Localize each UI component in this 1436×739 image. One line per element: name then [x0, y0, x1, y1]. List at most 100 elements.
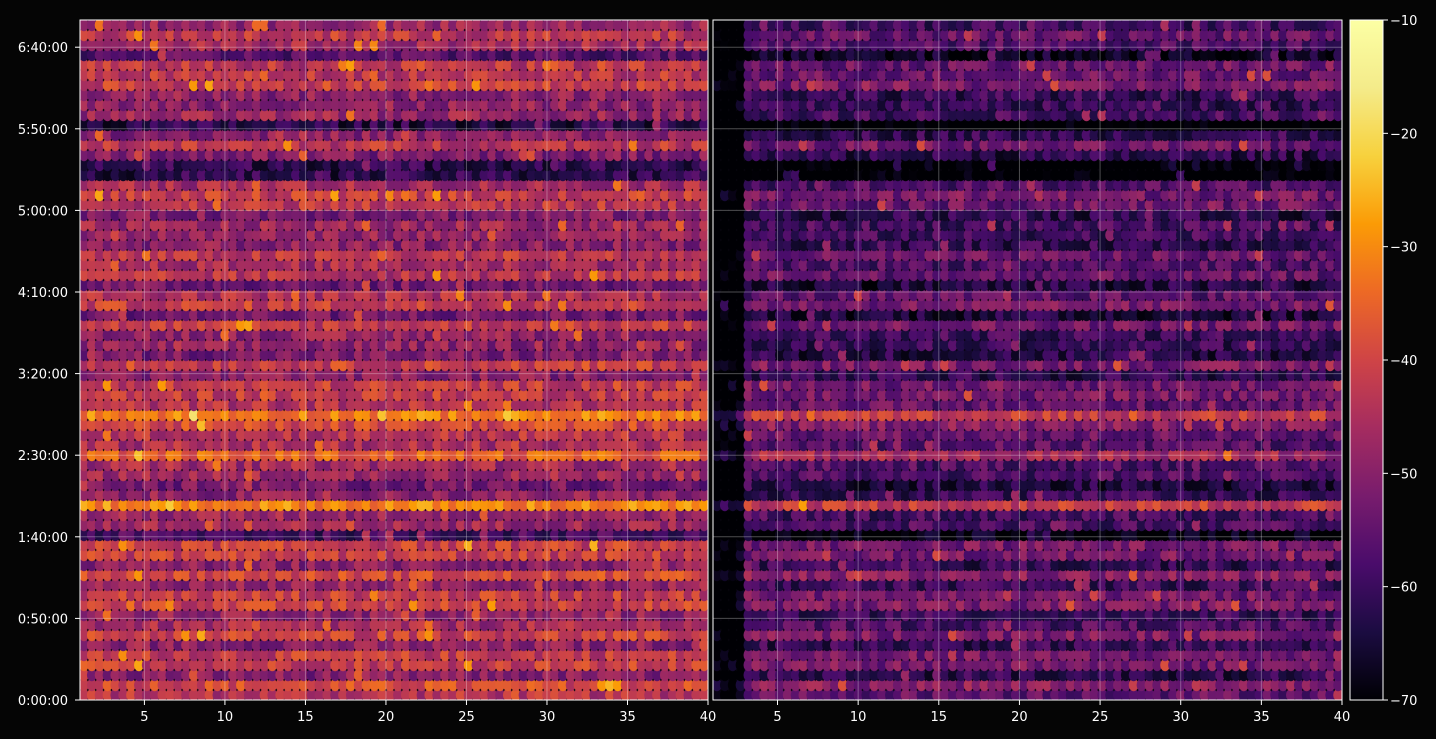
- heatmap-cell: [291, 668, 301, 682]
- heatmap-cell: [605, 598, 615, 612]
- heatmap-cell: [400, 598, 411, 612]
- heatmap-cell: [636, 478, 647, 492]
- heatmap-cell: [518, 628, 529, 642]
- heatmap-cell: [330, 668, 340, 682]
- heatmap-cell: [220, 628, 231, 642]
- heatmap-cell: [534, 558, 545, 572]
- heatmap-cell: [502, 518, 513, 532]
- heatmap-cell: [314, 658, 325, 672]
- heatmap-cell: [110, 648, 121, 662]
- heatmap-cell: [471, 668, 482, 682]
- heatmap-cell: [510, 598, 521, 612]
- heatmap-cell: [345, 598, 356, 612]
- heatmap-cell: [220, 598, 231, 612]
- heatmap-cell: [157, 588, 168, 602]
- heatmap-cell: [267, 588, 278, 602]
- heatmap-cell: [298, 598, 309, 612]
- heatmap-cell: [463, 468, 474, 482]
- heatmap-cell: [487, 688, 497, 700]
- heatmap-cell: [196, 538, 207, 552]
- heatmap-cell: [149, 588, 160, 602]
- heatmap-cell: [534, 678, 545, 692]
- heatmap-cell: [330, 598, 340, 612]
- heatmap-cell: [102, 588, 113, 602]
- heatmap-cell: [141, 628, 152, 642]
- heatmap-cell: [471, 568, 482, 582]
- heatmap-cell: [259, 528, 270, 542]
- heatmap-cell: [455, 628, 466, 642]
- heatmap-cell: [377, 578, 388, 592]
- heatmap-cell: [298, 488, 309, 502]
- heatmap-cell: [298, 608, 309, 622]
- heatmap-cell: [479, 508, 490, 522]
- heatmap-cell: [165, 558, 176, 572]
- heatmap-cell: [534, 628, 545, 642]
- heatmap-cell: [361, 518, 372, 532]
- heatmap-cell: [479, 678, 490, 692]
- heatmap-cell: [134, 608, 144, 622]
- heatmap-cell: [581, 468, 592, 482]
- heatmap-cell: [455, 498, 466, 512]
- heatmap-cell: [432, 568, 443, 582]
- heatmap-cell: [518, 608, 529, 622]
- heatmap-cell: [495, 478, 505, 492]
- heatmap-cell: [181, 618, 191, 632]
- heatmap-cell: [393, 528, 403, 542]
- heatmap-cell: [243, 608, 254, 622]
- heatmap-cell: [251, 508, 262, 522]
- heatmap-cell: [628, 538, 639, 552]
- heatmap-cell: [526, 518, 537, 532]
- heatmap-cell: [118, 588, 129, 602]
- heatmap-cell: [597, 548, 607, 562]
- heatmap-cell: [149, 488, 160, 502]
- heatmap-cell: [188, 598, 199, 612]
- heatmap-cell: [644, 538, 654, 552]
- heatmap-cell: [188, 688, 199, 700]
- heatmap-cell: [636, 518, 647, 532]
- heatmap-cell: [188, 658, 199, 672]
- heatmap-cell: [675, 578, 686, 592]
- heatmap-cell: [283, 548, 293, 562]
- heatmap-cell: [314, 468, 325, 482]
- heatmap-cell: [620, 618, 631, 632]
- heatmap-cell: [275, 548, 286, 562]
- heatmap-cell: [518, 488, 529, 502]
- heatmap-cell: [188, 558, 199, 572]
- heatmap-cell: [699, 608, 708, 622]
- heatmap-cell: [251, 638, 262, 652]
- heatmap-cell: [149, 478, 160, 492]
- heatmap-cell: [212, 688, 223, 700]
- heatmap-cell: [298, 648, 309, 662]
- heatmap-cell: [377, 678, 388, 692]
- heatmap-cell: [526, 468, 537, 482]
- heatmap-cell: [220, 518, 231, 532]
- heatmap-cell: [181, 578, 191, 592]
- heatmap-cell: [80, 518, 89, 532]
- heatmap-cell: [495, 538, 505, 552]
- heatmap-cell: [322, 568, 333, 582]
- heatmap-cell: [455, 638, 466, 652]
- heatmap-cell: [636, 528, 647, 542]
- heatmap-cell: [338, 558, 348, 572]
- heatmap-cell: [196, 598, 207, 612]
- heatmap-cell: [597, 648, 607, 662]
- heatmap-cell: [495, 688, 505, 700]
- heatmap-cell: [510, 508, 521, 522]
- heatmap-cell: [181, 658, 191, 672]
- heatmap-cell: [181, 528, 191, 542]
- heatmap-cell: [306, 628, 317, 642]
- heatmap-cell: [338, 568, 348, 582]
- heatmap-cell: [683, 538, 694, 552]
- heatmap-cell: [502, 498, 513, 512]
- heatmap-cell: [612, 588, 623, 602]
- heatmap-cell: [683, 468, 694, 482]
- heatmap-cell: [518, 668, 529, 682]
- heatmap-cell: [251, 528, 262, 542]
- heatmap-cell: [345, 628, 356, 642]
- heatmap-cell: [408, 668, 419, 682]
- heatmap-cell: [353, 568, 364, 582]
- heatmap-cell: [605, 568, 615, 582]
- heatmap-cell: [134, 618, 144, 632]
- heatmap-cell: [550, 658, 560, 672]
- heatmap-cell: [228, 618, 239, 632]
